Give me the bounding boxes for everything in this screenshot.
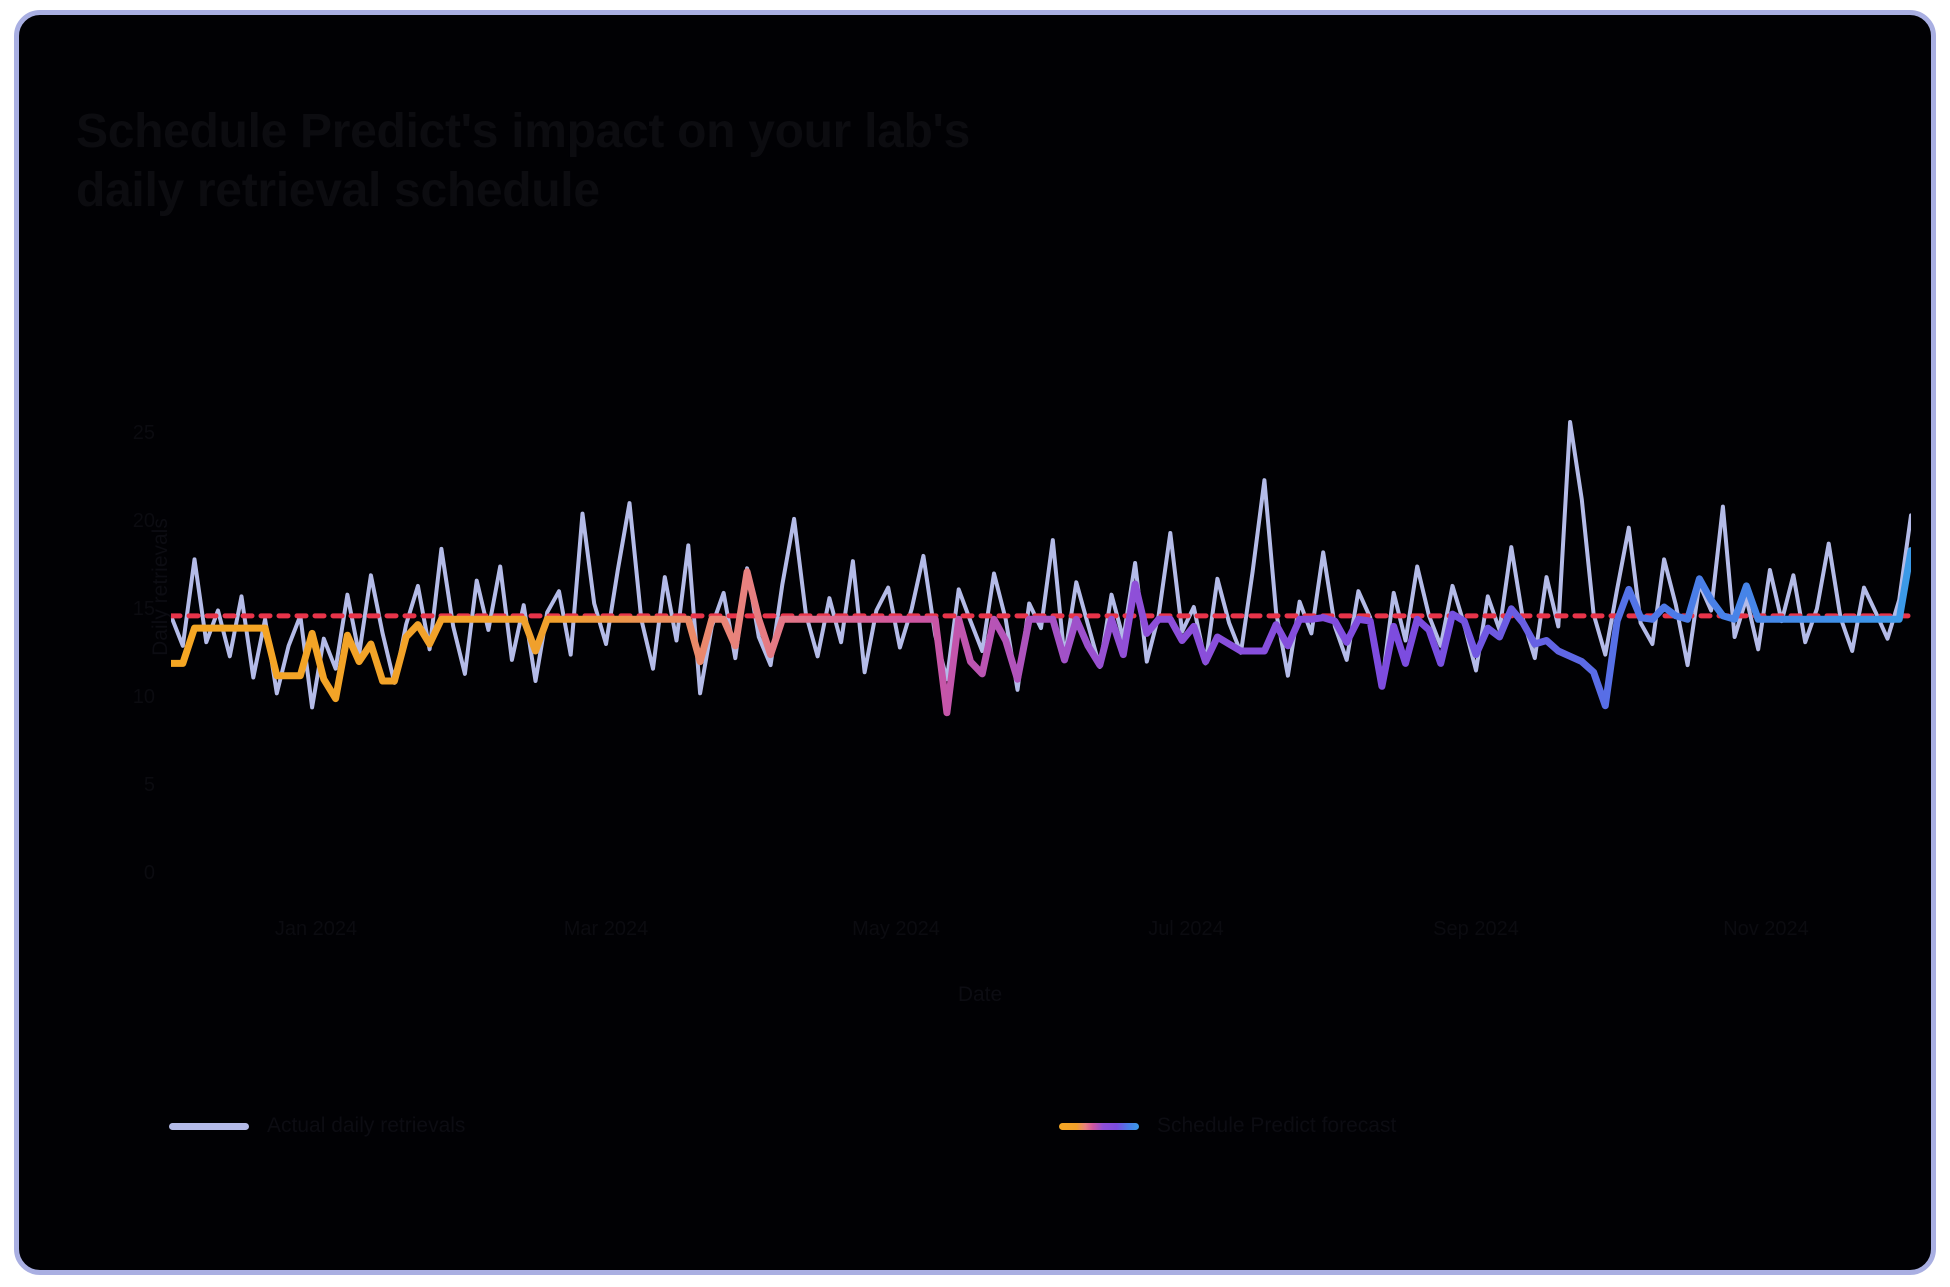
x-tick-label: Jan 2024 [274, 918, 358, 940]
x-axis-title: Date [957, 983, 1003, 1006]
legend-item[interactable]: Actual daily retrievals [169, 1114, 465, 1138]
y-tick-label: 15 [132, 597, 155, 620]
chart-legend: Actual daily retrievals Schedule Predict … [19, 1100, 1931, 1160]
series-actual [171, 420, 1911, 710]
x-tick-label: Mar 2024 [563, 918, 649, 940]
plot-area [171, 415, 1911, 873]
legend-swatch [1059, 1122, 1139, 1130]
x-tick-label: May 2024 [852, 918, 940, 940]
y-tick-label: 10 [132, 685, 155, 708]
y-tick-label: 0 [143, 862, 155, 884]
x-tick-label: Nov 2024 [1723, 918, 1809, 940]
x-tick-label: Sep 2024 [1433, 918, 1519, 940]
legend-item[interactable]: Schedule Predict forecast [1059, 1114, 1396, 1138]
page-title: Schedule Predict's impact on your lab's … [76, 105, 971, 217]
legend-swatch [169, 1122, 249, 1130]
legend-label: Schedule Predict forecast [1157, 1114, 1397, 1137]
x-tick-label: Jul 2024 [1148, 918, 1224, 940]
y-tick-label: 5 [143, 773, 155, 796]
series-forecast [171, 547, 1911, 717]
chart-card: Schedule Predict's impact on your lab's … [14, 10, 1936, 1275]
chart-svg [171, 420, 1911, 717]
legend-label: Actual daily retrievals [267, 1114, 466, 1137]
y-tick-label: 20 [132, 509, 155, 532]
y-tick-label: 25 [132, 421, 155, 444]
